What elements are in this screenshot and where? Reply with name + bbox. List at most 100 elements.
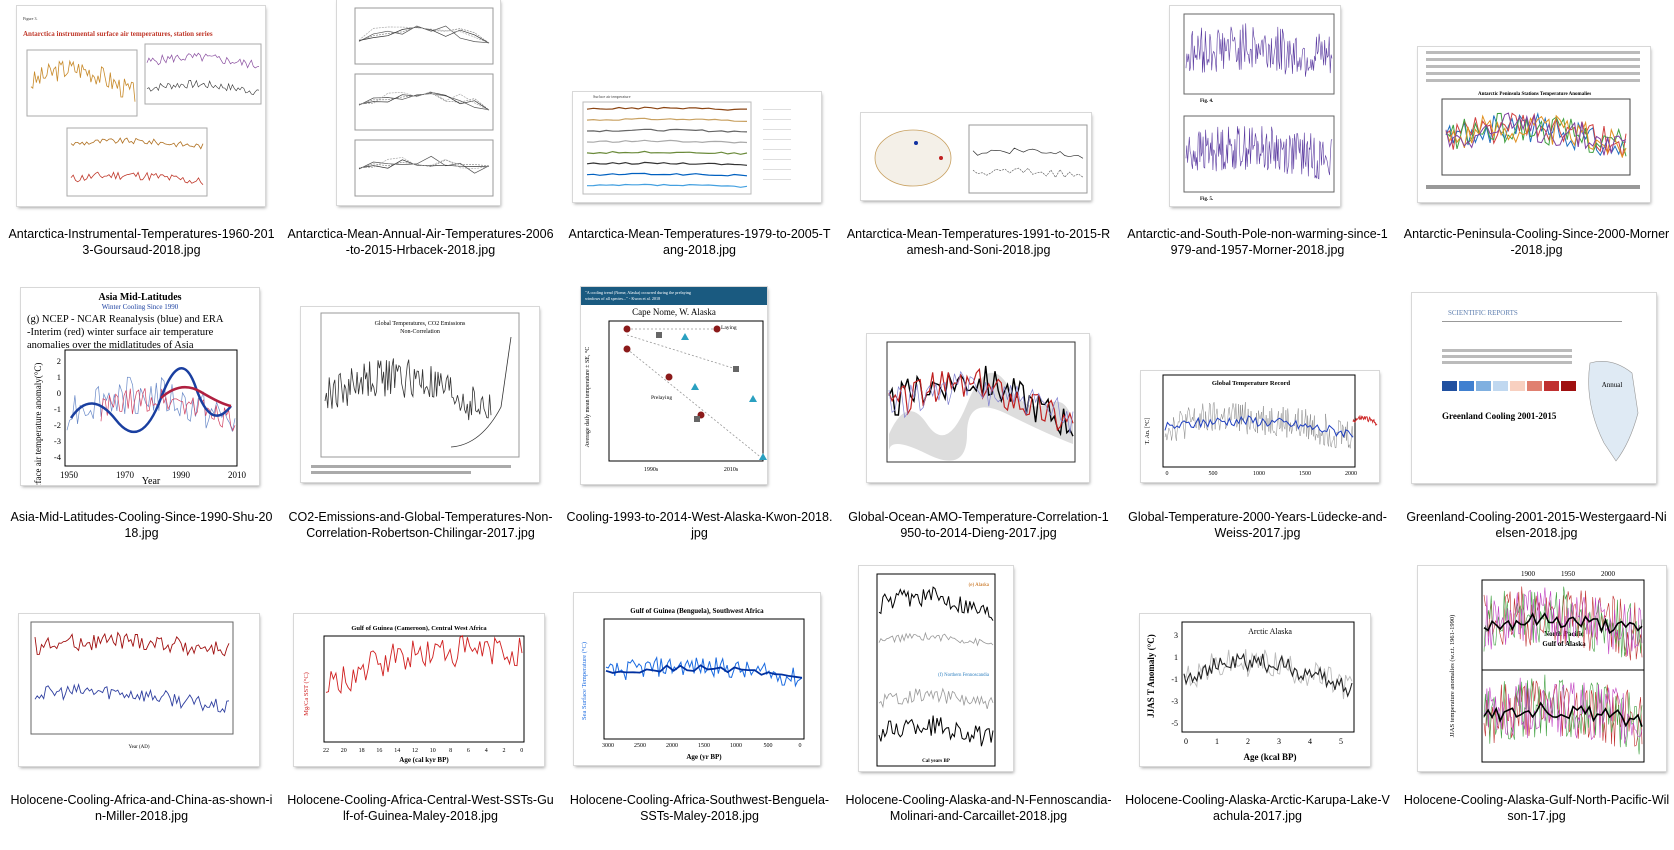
file-tile[interactable]: 1900 1950 2000 JJAS temperature anomalies (… bbox=[1395, 565, 1674, 849]
thumbnail-area: 1900 1950 2000 JJAS temperature anomalies (… bbox=[1395, 565, 1674, 802]
legend-swatch bbox=[1561, 381, 1576, 391]
image-thumbnail[interactable]: Global Temperatures, CO2 Emissions Non-Co… bbox=[300, 306, 540, 483]
legend-swatch bbox=[1510, 381, 1525, 391]
file-name-label: Cooling-1993-to-2014-West-Alaska-Kwon-20… bbox=[566, 510, 833, 540]
image-thumbnail[interactable]: 1900 1950 2000 JJAS temperature anomalies (… bbox=[1417, 565, 1667, 772]
series-line bbox=[1483, 674, 1643, 755]
thumb-text: 5 bbox=[1339, 737, 1343, 746]
file-name-label: Holocene-Cooling-Africa-Southwest-Bengue… bbox=[569, 793, 830, 823]
thumb-text: 1000 bbox=[730, 743, 742, 749]
image-thumbnail[interactable]: Year (AD) bbox=[18, 613, 260, 767]
image-thumbnail[interactable]: Gulf of Guinea (Cameroon), Central West … bbox=[293, 613, 545, 767]
text-line bbox=[1426, 58, 1640, 61]
image-thumbnail[interactable]: Asia Mid-Latitudes Winter Cooling Since 1… bbox=[20, 287, 260, 486]
thumb-text: Fig. 4. bbox=[1200, 99, 1214, 104]
thumbnail-area bbox=[837, 283, 1116, 519]
file-tile[interactable]: Global-Ocean-AMO-Temperature-Correlation… bbox=[837, 283, 1116, 566]
text-line bbox=[1426, 65, 1640, 68]
image-thumbnail[interactable]: Surface air temperature ——————— ——————— ———… bbox=[572, 91, 822, 203]
series-line bbox=[586, 161, 748, 166]
series-line bbox=[1445, 112, 1627, 156]
file-name-label: CO2-Emissions-and-Global-Temperatures-No… bbox=[288, 510, 553, 540]
axis-label: Mg/Ca SST (°C) bbox=[303, 672, 310, 716]
file-tile[interactable]: SCIENTIFIC REPORTS Greenland Cooling 2001… bbox=[1395, 283, 1674, 566]
plot-frame bbox=[323, 635, 525, 743]
thumb-text: 2 bbox=[503, 748, 506, 754]
thumbnail-graphic: Global Temperatures, CO2 Emissions Non-Co… bbox=[311, 312, 520, 474]
file-tile[interactable]: Arctic Alaska JJAS T Anomaly (°C) 3 1 -1 -3 -5… bbox=[1116, 566, 1395, 849]
thumb-text: 3 bbox=[1277, 737, 1281, 746]
file-tile[interactable]: Global Temperatures, CO2 Emissions Non-Co… bbox=[279, 283, 558, 566]
file-tile[interactable]: Antarctic Peninsula Stations Temperature… bbox=[1395, 0, 1674, 283]
thumbnail-graphic: Antarctic Peninsula Stations Temperature… bbox=[1426, 51, 1640, 189]
file-name-label: Antarctic-and-South-Pole-non-warming-sin… bbox=[1127, 227, 1388, 257]
image-thumbnail[interactable] bbox=[336, 0, 501, 206]
thumbnail-area: Arctic Alaska JJAS T Anomaly (°C) 3 1 -1 -3 -5… bbox=[1116, 566, 1395, 802]
series-line bbox=[70, 137, 204, 150]
plot-frame bbox=[1181, 621, 1355, 733]
image-thumbnail[interactable]: SCIENTIFIC REPORTS Greenland Cooling 2001… bbox=[1411, 292, 1657, 484]
image-thumbnail[interactable]: Global Temperature Record T. An. [°C] 0 500… bbox=[1140, 370, 1380, 483]
thumbnail-graphic: Gulf of Guinea (Cameroon), Central West … bbox=[303, 625, 525, 764]
data-point bbox=[733, 366, 739, 372]
file-tile[interactable]: Antarctica-Mean-Temperatures-1991-to-201… bbox=[837, 0, 1116, 283]
thumb-text: -1 bbox=[1171, 675, 1178, 684]
thumb-text: 22 bbox=[323, 748, 329, 754]
file-tile[interactable]: Antarctica-Mean-Annual-Air-Temperatures-… bbox=[279, 0, 558, 283]
image-thumbnail[interactable]: Arctic Alaska JJAS T Anomaly (°C) 3 1 -1 -3 -5… bbox=[1139, 613, 1371, 767]
thumb-text: Figure 3. bbox=[23, 16, 37, 21]
file-tile[interactable]: (e) Alaska (f) Northern Fennoscandia Cal y… bbox=[837, 565, 1116, 849]
axis-label: Age (cal kyr BP) bbox=[399, 756, 449, 764]
thumbnail-area: Antarctic Peninsula Stations Temperature… bbox=[1395, 0, 1674, 236]
thumb-text: -2 bbox=[54, 420, 61, 430]
file-tile[interactable]: Surface air temperature ——————— ——————— ———… bbox=[558, 0, 837, 283]
thumb-text: 4 bbox=[485, 748, 488, 754]
thumb-text: -1 bbox=[54, 404, 61, 414]
file-tile[interactable]: Global Temperature Record T. An. [°C] 0 500… bbox=[1116, 283, 1395, 566]
image-thumbnail[interactable]: Fig. 4. Fig. 5. bbox=[1169, 5, 1341, 207]
file-name-label: Antarctica-Instrumental-Temperatures-196… bbox=[8, 227, 275, 257]
file-tile[interactable]: Gulf of Guinea (Benguela), Southwest Afr… bbox=[558, 566, 837, 849]
file-tile[interactable]: Fig. 4. Fig. 5. Antarctic-and-South-Pole-n… bbox=[1116, 0, 1395, 283]
journal-header: SCIENTIFIC REPORTS bbox=[1448, 309, 1518, 317]
thumbnail-area: Figure 3. Antarctica instrumental surface… bbox=[0, 0, 279, 236]
file-tile[interactable]: Gulf of Guinea (Cameroon), Central West … bbox=[279, 566, 558, 849]
thumb-text: 2010s bbox=[724, 467, 739, 473]
image-thumbnail[interactable] bbox=[860, 112, 1092, 201]
data-point bbox=[656, 332, 662, 338]
series-line bbox=[358, 159, 490, 169]
series-line bbox=[358, 155, 490, 174]
plot-frame bbox=[1183, 115, 1335, 193]
thumbnail-graphic: Arctic Alaska JJAS T Anomaly (°C) 3 1 -1 -3 -5… bbox=[1146, 621, 1355, 762]
image-thumbnail[interactable] bbox=[866, 333, 1090, 483]
image-thumbnail[interactable]: Figure 3. Antarctica instrumental surface… bbox=[16, 5, 266, 207]
series-line bbox=[358, 159, 490, 169]
image-thumbnail[interactable]: "A cooling trend (Nome, Alaska) occurred… bbox=[580, 286, 768, 485]
thumb-text: ——————— bbox=[762, 146, 792, 151]
thumb-text: Fig. 5. bbox=[1200, 197, 1214, 202]
data-point bbox=[713, 325, 721, 333]
file-tile[interactable]: Year (AD) Holocene-Cooling-Africa-and-Chi… bbox=[0, 566, 279, 849]
thumb-text: ——————— bbox=[762, 116, 792, 121]
series-line bbox=[972, 167, 1084, 179]
thumbnail-graphic: Fig. 4. Fig. 5. bbox=[1183, 13, 1335, 202]
thumb-text: (g) NCEP - NCAR Reanalysis (blue) and ER… bbox=[27, 314, 224, 325]
legend-swatch bbox=[1442, 381, 1457, 391]
text-line bbox=[311, 471, 471, 474]
file-tile[interactable]: Asia Mid-Latitudes Winter Cooling Since 1… bbox=[0, 283, 279, 566]
file-tile[interactable]: Figure 3. Antarctica instrumental surface… bbox=[0, 0, 279, 283]
file-name-label: Holocene-Cooling-Alaska-Arctic-Karupa-La… bbox=[1125, 793, 1390, 823]
file-tile[interactable]: "A cooling trend (Nome, Alaska) occurred… bbox=[558, 283, 837, 566]
axis-label: JJAS temperature anomalies (w.r.t. 1961-… bbox=[1449, 615, 1456, 738]
series-line bbox=[1164, 415, 1354, 438]
data-point bbox=[691, 383, 699, 390]
thumb-text: -4 bbox=[54, 452, 62, 462]
image-thumbnail[interactable]: Gulf of Guinea (Benguela), Southwest Afr… bbox=[573, 592, 821, 766]
image-thumbnail[interactable]: (e) Alaska (f) Northern Fennoscandia Cal y… bbox=[858, 565, 1014, 772]
thumb-title: Global Temperature Record bbox=[1212, 380, 1291, 387]
thumb-text: -5 bbox=[1171, 719, 1178, 728]
thumbnail-area: SCIENTIFIC REPORTS Greenland Cooling 2001… bbox=[1395, 283, 1674, 519]
thumbnail-graphic: Global Temperature Record T. An. [°C] 0 500… bbox=[1144, 374, 1378, 477]
thumb-text: "A cooling trend (Nome, Alaska) occurred… bbox=[585, 290, 692, 296]
image-thumbnail[interactable]: Antarctic Peninsula Stations Temperature… bbox=[1417, 46, 1651, 203]
